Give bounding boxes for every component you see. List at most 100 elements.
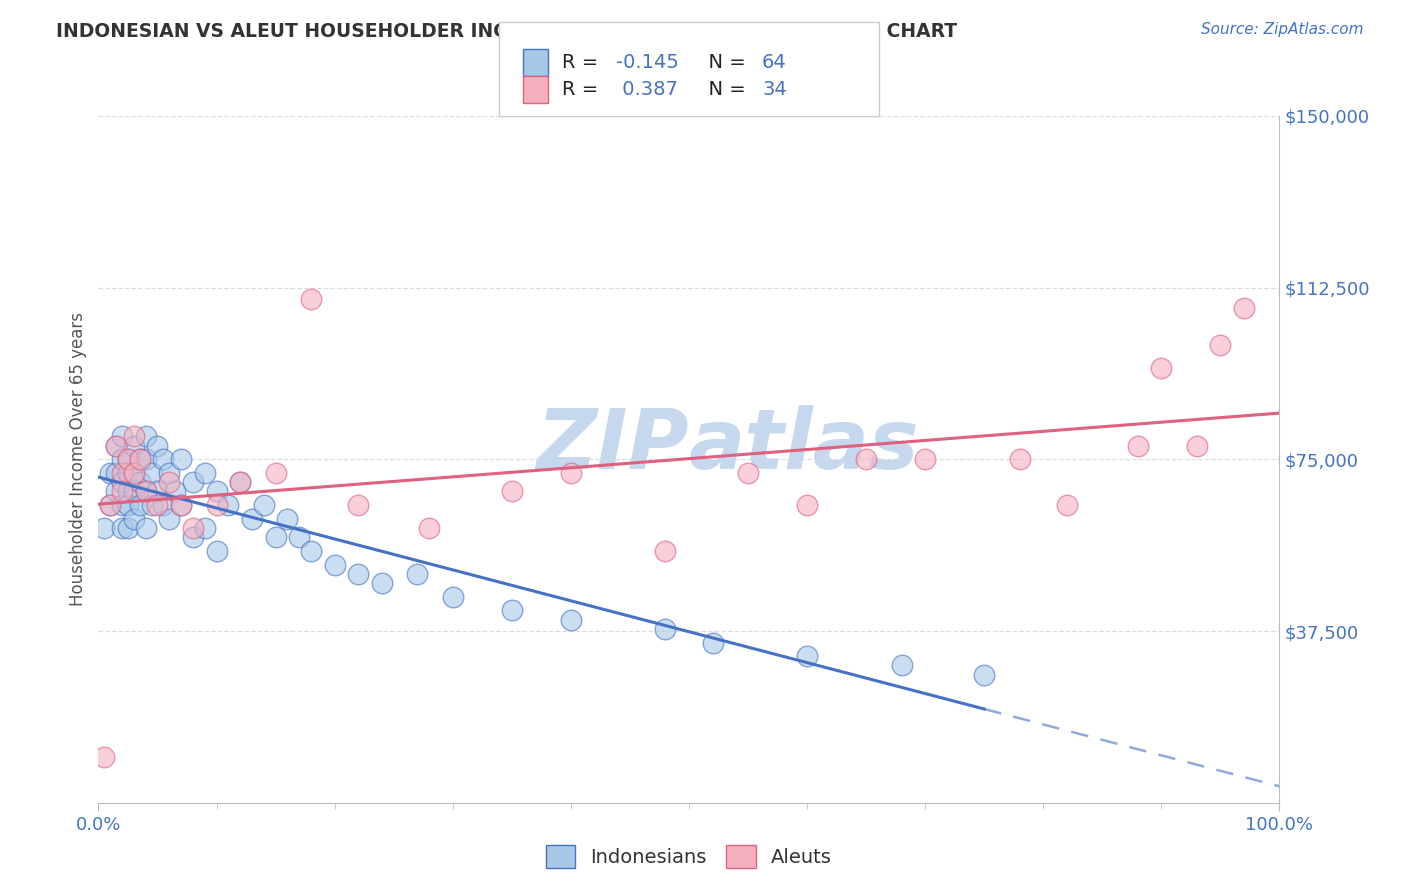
Point xyxy=(914,452,936,467)
Point xyxy=(117,484,139,499)
Point xyxy=(1056,498,1078,512)
Point xyxy=(122,439,145,453)
Point xyxy=(98,466,121,480)
Point xyxy=(122,512,145,526)
Point xyxy=(146,484,169,499)
Point xyxy=(1185,439,1208,453)
Point xyxy=(217,498,239,512)
Text: 0.387: 0.387 xyxy=(616,79,678,99)
Text: INDONESIAN VS ALEUT HOUSEHOLDER INCOME OVER 65 YEARS CORRELATION CHART: INDONESIAN VS ALEUT HOUSEHOLDER INCOME O… xyxy=(56,22,957,41)
Point xyxy=(170,452,193,467)
Point xyxy=(122,466,145,480)
Point xyxy=(141,498,163,512)
Point xyxy=(117,452,139,467)
Point xyxy=(135,521,157,535)
Point xyxy=(128,475,150,490)
Point xyxy=(135,484,157,499)
Point xyxy=(152,498,174,512)
Point xyxy=(205,498,228,512)
Point xyxy=(240,512,263,526)
Point xyxy=(117,452,139,467)
Point xyxy=(146,439,169,453)
Point xyxy=(135,484,157,499)
Point xyxy=(170,498,193,512)
Point xyxy=(288,530,311,544)
Point xyxy=(165,484,187,499)
Legend: Indonesians, Aleuts: Indonesians, Aleuts xyxy=(538,838,839,876)
Text: ZIP: ZIP xyxy=(536,405,689,486)
Point xyxy=(276,512,298,526)
Point xyxy=(229,475,252,490)
Point xyxy=(117,466,139,480)
Point xyxy=(122,484,145,499)
Point xyxy=(253,498,276,512)
Point xyxy=(347,566,370,581)
Point xyxy=(1126,439,1149,453)
Point xyxy=(128,498,150,512)
Text: N =: N = xyxy=(696,79,752,99)
Point xyxy=(111,521,134,535)
Point xyxy=(117,521,139,535)
Point xyxy=(157,475,180,490)
Point xyxy=(654,544,676,558)
Point xyxy=(128,452,150,467)
Point xyxy=(229,475,252,490)
Point xyxy=(560,466,582,480)
Point xyxy=(152,452,174,467)
Point xyxy=(418,521,440,535)
Point xyxy=(299,544,322,558)
Point xyxy=(105,484,128,499)
Point xyxy=(93,750,115,764)
Point xyxy=(441,590,464,604)
Point xyxy=(146,498,169,512)
Text: R =: R = xyxy=(562,53,605,72)
Point xyxy=(1150,360,1173,375)
Point xyxy=(135,429,157,443)
Point xyxy=(98,498,121,512)
Point xyxy=(93,521,115,535)
Text: Source: ZipAtlas.com: Source: ZipAtlas.com xyxy=(1201,22,1364,37)
Point xyxy=(796,498,818,512)
Point xyxy=(347,498,370,512)
Point xyxy=(128,452,150,467)
Point xyxy=(105,439,128,453)
Point xyxy=(105,466,128,480)
Point xyxy=(796,649,818,664)
Point xyxy=(501,484,523,499)
Point xyxy=(98,498,121,512)
Point xyxy=(406,566,429,581)
Point xyxy=(323,558,346,572)
Y-axis label: Householder Income Over 65 years: Householder Income Over 65 years xyxy=(69,312,87,607)
Point xyxy=(194,466,217,480)
Text: 64: 64 xyxy=(762,53,787,72)
Point xyxy=(181,530,204,544)
Point xyxy=(973,667,995,681)
Point xyxy=(264,466,287,480)
Point xyxy=(122,429,145,443)
Point xyxy=(181,475,204,490)
Point xyxy=(194,521,217,535)
Point xyxy=(170,498,193,512)
Point xyxy=(654,622,676,636)
Point xyxy=(111,452,134,467)
Point xyxy=(855,452,877,467)
Point xyxy=(299,292,322,306)
Text: 34: 34 xyxy=(762,79,787,99)
Point xyxy=(135,452,157,467)
Point xyxy=(702,635,724,649)
Text: atlas: atlas xyxy=(689,405,920,486)
Point xyxy=(205,544,228,558)
Point xyxy=(560,613,582,627)
Text: N =: N = xyxy=(696,53,752,72)
Point xyxy=(111,475,134,490)
Point xyxy=(111,484,134,499)
Point xyxy=(371,576,394,591)
Point xyxy=(111,498,134,512)
Point xyxy=(157,466,180,480)
Point xyxy=(105,439,128,453)
Point xyxy=(264,530,287,544)
Point xyxy=(122,466,145,480)
Point xyxy=(157,512,180,526)
Point xyxy=(1209,338,1232,352)
Text: -0.145: -0.145 xyxy=(616,53,679,72)
